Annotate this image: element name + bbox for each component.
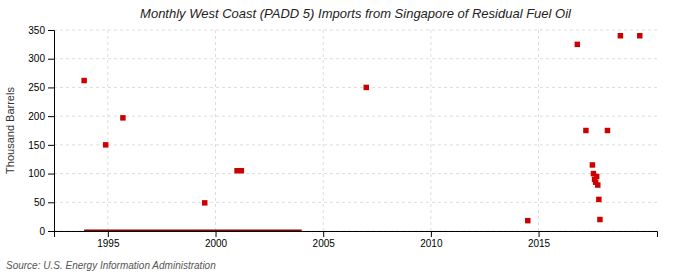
grid-line-y bbox=[54, 30, 657, 31]
point bbox=[103, 142, 108, 147]
x-tick-mark bbox=[431, 231, 432, 237]
point bbox=[596, 197, 601, 202]
grid-line-x bbox=[323, 30, 324, 231]
chart: 1995 2000 2005 2010 2015 0 50 100 150 200 250 300 35… bbox=[0, 0, 675, 275]
y-tick-label: 250 bbox=[28, 82, 45, 93]
source: Source: U.S. Energy Information Administ… bbox=[6, 260, 216, 271]
y-tick-label: 100 bbox=[28, 168, 45, 179]
y-tick-label: 0 bbox=[39, 226, 45, 237]
x-tick: 1995 bbox=[97, 231, 120, 249]
y-tick-mark bbox=[48, 116, 54, 117]
grid-line-y bbox=[54, 116, 657, 117]
x-tick: 2000 bbox=[205, 231, 228, 249]
point bbox=[605, 128, 610, 133]
y-tick: 200 bbox=[28, 111, 54, 122]
point bbox=[364, 85, 369, 90]
x-tick-mark bbox=[108, 231, 109, 237]
point bbox=[583, 128, 588, 133]
y-axis: 0 50 100 150 200 250 300 350 bbox=[28, 25, 54, 237]
x-tick: 2010 bbox=[420, 231, 443, 249]
x-tick-label: 1995 bbox=[97, 238, 120, 249]
y-tick-label: 50 bbox=[34, 197, 46, 208]
y-axis-line bbox=[48, 31, 55, 232]
x-axis: 1995 2000 2005 2010 2015 bbox=[55, 231, 658, 249]
y-tick-label: 350 bbox=[28, 25, 45, 36]
x-tick: 2015 bbox=[528, 231, 551, 249]
x-tick-label: 2005 bbox=[313, 238, 336, 249]
point bbox=[637, 33, 642, 38]
x-tick-mark bbox=[323, 231, 324, 237]
y-tick-mark bbox=[48, 59, 54, 60]
x-tick-mark bbox=[216, 231, 217, 237]
x-tick-label: 2010 bbox=[420, 238, 443, 249]
point bbox=[594, 174, 599, 179]
grid-line-x bbox=[430, 30, 431, 231]
x-tick: 2005 bbox=[313, 231, 336, 249]
point bbox=[618, 33, 623, 38]
point bbox=[239, 168, 244, 173]
y-tick-mark bbox=[48, 145, 54, 146]
x-tick-mark bbox=[539, 231, 540, 237]
grid-line-y bbox=[54, 58, 657, 59]
grid bbox=[54, 30, 657, 231]
grid-line-x bbox=[107, 30, 108, 231]
point bbox=[590, 162, 595, 167]
plot-area: 1995 2000 2005 2010 2015 0 50 100 150 200 250 300 35… bbox=[28, 25, 657, 249]
grid-line-y bbox=[54, 87, 657, 88]
grid-line-x bbox=[538, 30, 539, 231]
point bbox=[202, 200, 207, 205]
point bbox=[525, 218, 530, 223]
y-tick: 150 bbox=[28, 140, 54, 151]
point bbox=[120, 115, 125, 120]
y-tick: 250 bbox=[28, 82, 54, 93]
y-tick-label: 150 bbox=[28, 140, 45, 151]
y-tick-label: 200 bbox=[28, 111, 45, 122]
point bbox=[81, 78, 86, 83]
grid-line-x bbox=[215, 30, 216, 231]
point bbox=[597, 217, 602, 222]
y-tick-mark bbox=[48, 174, 54, 175]
y-tick-mark bbox=[48, 87, 54, 88]
y-axis-title: Thousand Barrels bbox=[4, 87, 16, 174]
x-axis-line bbox=[55, 232, 658, 238]
title: Monthly West Coast (PADD 5) Imports from… bbox=[140, 6, 572, 21]
y-tick: 0 bbox=[39, 226, 54, 237]
y-tick: 50 bbox=[34, 197, 54, 208]
y-tick-mark bbox=[48, 30, 54, 31]
x-tick-label: 2000 bbox=[205, 238, 228, 249]
y-tick-label: 300 bbox=[28, 53, 45, 64]
point bbox=[595, 182, 600, 187]
y-tick-mark bbox=[48, 202, 54, 203]
y-tick: 350 bbox=[28, 25, 54, 36]
y-tick: 100 bbox=[28, 168, 54, 179]
grid-line-y bbox=[54, 173, 657, 174]
y-tick: 300 bbox=[28, 53, 54, 64]
y-tick-mark bbox=[48, 231, 54, 232]
line bbox=[84, 230, 302, 232]
point bbox=[575, 42, 580, 47]
x-tick-label: 2015 bbox=[528, 238, 551, 249]
marks bbox=[81, 33, 642, 231]
grid-line-y bbox=[54, 144, 657, 145]
grid-line-y bbox=[54, 202, 657, 203]
